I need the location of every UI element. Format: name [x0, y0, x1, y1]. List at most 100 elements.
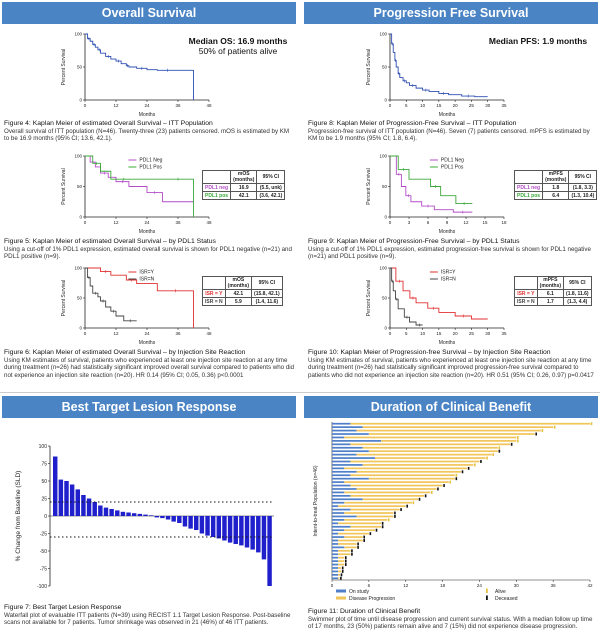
table-header-median: mOS (months): [230, 170, 258, 184]
progression-bar: [350, 494, 425, 497]
table-row-label: PDL1 neg: [513, 183, 544, 192]
on-study-bar: [332, 429, 357, 432]
y-tick-label: 50: [382, 184, 388, 189]
on-study-bar: [332, 450, 369, 453]
on-study-bar: [332, 505, 339, 508]
on-study-bar: [332, 536, 345, 538]
pfs-median-text: Median PFS: 1.9 months: [488, 36, 588, 46]
x-tick-label: 18: [501, 220, 507, 225]
table-row-ci: (5.5, unk): [256, 183, 286, 192]
deceased-marker: [340, 573, 343, 577]
x-tick-label: 36: [175, 331, 181, 336]
progression-bar: [350, 508, 400, 511]
alive-marker: [486, 456, 488, 460]
on-study-bar: [332, 546, 345, 549]
deceased-marker: [351, 549, 353, 553]
table-corner: [201, 170, 232, 184]
y-tick-label: 0: [79, 215, 82, 220]
waterfall-bar: [160, 516, 165, 519]
table-row-median: 16.9: [230, 183, 258, 192]
deceased-marker: [375, 528, 378, 532]
progression-bar: [350, 525, 382, 528]
progression-bar: [344, 536, 363, 538]
progression-bar: [344, 481, 449, 483]
waterfall-bar: [137, 513, 143, 516]
progression-bar: [356, 515, 394, 518]
progression-bar: [356, 470, 461, 473]
deceased-marker: [351, 552, 353, 556]
os-pdl1-table: mOS (months) 95% CI PDL1 neg 16.9 (5.5, u…: [201, 170, 286, 200]
x-tick-label: 25: [469, 331, 475, 336]
progression-bar: [338, 567, 342, 569]
fig4-caption: Figure 4: Kaplan Meier of estimated Over…: [4, 120, 294, 143]
table-header-median: mOS (months): [224, 276, 253, 290]
legend-label: PDL1 Neg: [139, 158, 162, 164]
progression-bar: [350, 460, 480, 463]
os-alive-text: 50% of patients alive: [198, 46, 278, 56]
table-corner: [202, 276, 226, 290]
waterfall-bar: [154, 516, 159, 518]
waterfall-bar: [120, 511, 126, 516]
x-tick-label: 12: [113, 331, 119, 336]
x-tick-label: 12: [113, 220, 119, 225]
x-axis-label: Months: [139, 340, 156, 346]
os-pdl1-chart: 0 12 24 36 48 0 50 100 Months Percent Survival PDL…: [61, 154, 212, 235]
pfs-isr-chart: 0 5 10 15 20 25 30 35 0 50 100 Months Percent Surviv…: [366, 266, 507, 346]
on-study-bar: [332, 567, 339, 569]
deceased-marker: [340, 576, 342, 580]
x-tick-label: 5: [405, 331, 408, 336]
table-row-label: ISR = Y: [514, 289, 538, 298]
y-tick-label: 50: [77, 184, 83, 189]
x-tick-label: 0: [389, 103, 392, 108]
alive-marker: [516, 439, 519, 443]
os-isr-chart: 0 12 24 36 48 0 50 100 Months Percent Survival ISR…: [61, 266, 212, 346]
y-axis-label: Percent Survival: [366, 280, 372, 316]
legend-label: PDL1 Neg: [441, 158, 464, 164]
legend-label: ISR=N: [139, 277, 154, 283]
legend-label: On study: [349, 589, 370, 595]
y-axis-label: Percent Survival: [61, 49, 67, 85]
table-row-label: PDL1 pos: [513, 191, 544, 200]
os-median-annotation: Median OS: 16.9 months 50% of patients a…: [178, 36, 298, 56]
on-study-bar: [332, 570, 339, 573]
progression-bar: [362, 498, 418, 501]
deceased-marker: [461, 470, 464, 474]
alive-marker: [590, 422, 593, 426]
x-tick-label: 5: [405, 103, 408, 108]
table-row-ci: (1.8, 3.3): [568, 183, 598, 192]
deceased-marker: [381, 525, 384, 529]
alive-marker: [412, 501, 415, 505]
on-study-bar: [332, 577, 339, 580]
deceased-marker: [535, 432, 538, 436]
progression-bar: [338, 549, 351, 552]
y-tick-label: 50: [77, 65, 83, 70]
waterfall-bar: [188, 516, 193, 529]
x-tick-label: 0: [84, 103, 87, 108]
x-tick-label: 0: [84, 331, 87, 336]
y-tick-label: 25: [41, 496, 47, 502]
on-study-bar: [332, 426, 363, 429]
fig7-caption: Figure 7: Best Target Lesion Response Wa…: [4, 604, 296, 627]
x-tick-label: 6: [427, 220, 430, 225]
deceased-marker: [357, 545, 359, 549]
progression-bar: [356, 488, 437, 490]
on-study-bar: [332, 464, 363, 466]
fig7-text: Waterfall plot of evaluable ITT patients…: [4, 611, 291, 627]
y-tick-label: 100: [74, 154, 82, 159]
on-study-bar: [332, 446, 363, 449]
x-tick-label: 30: [485, 331, 491, 336]
x-tick-label: 15: [436, 103, 442, 108]
deceased-marker: [467, 466, 470, 470]
section-divider: [0, 392, 600, 393]
table-row-median: 42.1: [230, 191, 258, 200]
deceased-marker: [357, 542, 359, 546]
progression-bar: [344, 436, 517, 439]
fig5-title: Figure 5: Kaplan Meier of estimated Over…: [4, 238, 216, 245]
waterfall-bar: [109, 509, 114, 516]
waterfall-bar: [92, 502, 97, 516]
fig8-caption: Figure 8: Kaplan Meier of Progression-Fr…: [308, 120, 596, 143]
on-study-bar: [332, 498, 363, 501]
x-tick-label: 36: [175, 220, 181, 225]
waterfall-bar: [227, 516, 233, 543]
table-row: ISR = Y 42.1 (15.8, 42.1): [202, 289, 283, 298]
